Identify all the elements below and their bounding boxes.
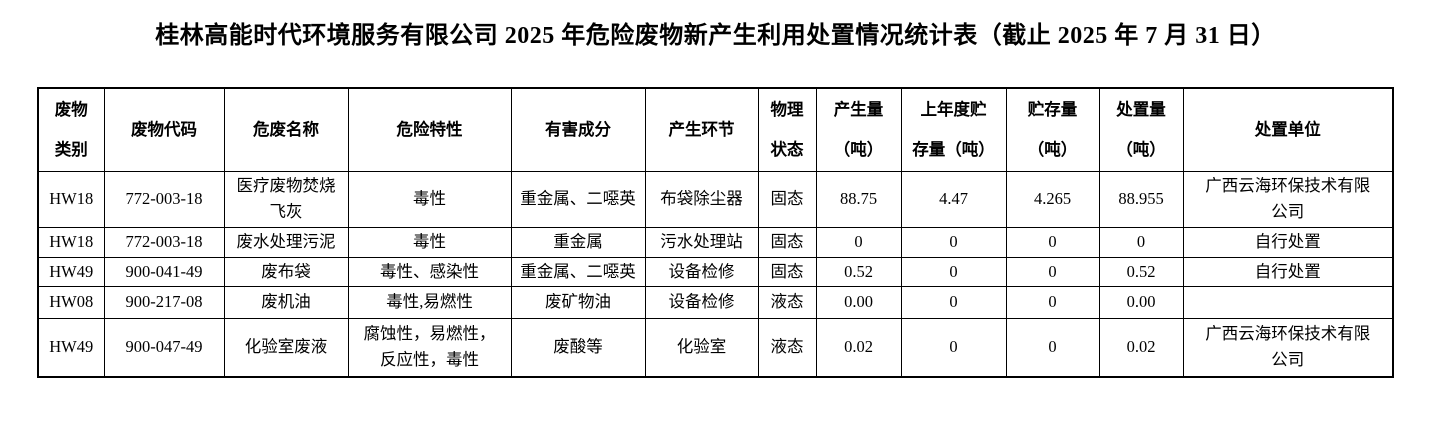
table-cell: 设备检修 [644, 256, 759, 287]
table-cell: 固态 [757, 256, 817, 287]
table-cell: 0.52 [1098, 256, 1184, 287]
table-cell: HW18 [37, 170, 105, 228]
table-cell: 医疗废物焚烧 飞灰 [223, 170, 349, 228]
table-cell: 腐蚀性，易燃性， 反应性，毒性 [347, 317, 512, 378]
table-cell: HW08 [37, 285, 105, 319]
table-cell: 毒性 [347, 170, 512, 228]
table-cell: 化验室 [644, 317, 759, 378]
table-header-row: 废物 类别 废物代码 危废名称 危险特性 有害成分 产生环节 物理 状态 产生量 （吨） 上年度… [37, 87, 1394, 172]
table-cell: 0 [1005, 226, 1100, 258]
table-cell: 0 [1098, 226, 1184, 258]
table-cell: 固态 [757, 226, 817, 258]
table-cell: 0 [900, 285, 1007, 319]
column-header: 处置单位 [1182, 87, 1394, 172]
table-cell: 自行处置 [1182, 256, 1394, 287]
table-row: HW49 900-047-49 化验室废液 腐蚀性，易燃性， 反应性，毒性 废酸等 化验室… [37, 317, 1394, 378]
table-cell: 0 [900, 256, 1007, 287]
table-cell: HW18 [37, 226, 105, 258]
waste-statistics-table: 废物 类别 废物代码 危废名称 危险特性 有害成分 产生环节 物理 状态 产生量 （吨） 上年度… [37, 87, 1394, 378]
table-cell: 毒性,易燃性 [347, 285, 512, 319]
table-cell: 重金属、二噁英 [510, 256, 646, 287]
table-cell: 废布袋 [223, 256, 349, 287]
table-cell: 0 [1005, 285, 1100, 319]
table-body: HW18 772-003-18 医疗废物焚烧 飞灰 毒性 重金属、二噁英 布袋除尘器 固态 8… [37, 170, 1394, 378]
page-title: 桂林高能时代环境服务有限公司 2025 年危险废物新产生利用处置情况统计表（截止… [155, 23, 1276, 49]
table-cell: 废机油 [223, 285, 349, 319]
table-cell: 0 [815, 226, 902, 258]
table-cell: 4.265 [1005, 170, 1100, 228]
table-cell: 772-003-18 [103, 226, 225, 258]
column-header: 产生量 （吨） [815, 87, 902, 172]
table-cell: 900-047-49 [103, 317, 225, 378]
table-cell: 772-003-18 [103, 170, 225, 228]
table-cell: 4.47 [900, 170, 1007, 228]
table-cell: 900-217-08 [103, 285, 225, 319]
table-cell: 0.02 [1098, 317, 1184, 378]
table-cell: 0 [1005, 256, 1100, 287]
column-header: 有害成分 [510, 87, 646, 172]
column-header: 危险特性 [347, 87, 512, 172]
table-cell: 毒性、感染性 [347, 256, 512, 287]
table-cell: 900-041-49 [103, 256, 225, 287]
table-cell: 0.02 [815, 317, 902, 378]
table-cell: 0.52 [815, 256, 902, 287]
table-cell: 废酸等 [510, 317, 646, 378]
table-cell: 0 [900, 226, 1007, 258]
table-cell: 0.00 [815, 285, 902, 319]
table-cell: 自行处置 [1182, 226, 1394, 258]
table-row: HW08 900-217-08 废机油 毒性,易燃性 废矿物油 设备检修 液态 0.00 0 0 0… [37, 285, 1394, 319]
table-cell: 0 [900, 317, 1007, 378]
table-cell: 设备检修 [644, 285, 759, 319]
column-header: 物理 状态 [757, 87, 817, 172]
table-cell: 0.00 [1098, 285, 1184, 319]
table-cell: HW49 [37, 256, 105, 287]
table-cell: 广西云海环保技术有限 公司 [1182, 170, 1394, 228]
table-cell [1182, 285, 1394, 319]
table-row: HW18 772-003-18 废水处理污泥 毒性 重金属 污水处理站 固态 0 0 0 0 自行处置 [37, 226, 1394, 258]
column-header: 危废名称 [223, 87, 349, 172]
table-cell: HW49 [37, 317, 105, 378]
table-cell: 广西云海环保技术有限 公司 [1182, 317, 1394, 378]
column-header: 废物代码 [103, 87, 225, 172]
table-cell: 液态 [757, 317, 817, 378]
table-cell: 重金属、二噁英 [510, 170, 646, 228]
table-cell: 废水处理污泥 [223, 226, 349, 258]
table-cell: 0 [1005, 317, 1100, 378]
column-header: 上年度贮 存量（吨） [900, 87, 1007, 172]
table-cell: 液态 [757, 285, 817, 319]
column-header: 废物 类别 [37, 87, 105, 172]
column-header: 贮存量 （吨） [1005, 87, 1100, 172]
table-cell: 固态 [757, 170, 817, 228]
column-header: 产生环节 [644, 87, 759, 172]
table-cell: 88.955 [1098, 170, 1184, 228]
table-cell: 重金属 [510, 226, 646, 258]
table-row: HW49 900-041-49 废布袋 毒性、感染性 重金属、二噁英 设备检修 固态 0.52… [37, 256, 1394, 287]
table-cell: 88.75 [815, 170, 902, 228]
table-cell: 化验室废液 [223, 317, 349, 378]
table-cell: 布袋除尘器 [644, 170, 759, 228]
table-cell: 废矿物油 [510, 285, 646, 319]
column-header: 处置量 （吨） [1098, 87, 1184, 172]
table-cell: 污水处理站 [644, 226, 759, 258]
table-cell: 毒性 [347, 226, 512, 258]
table-row: HW18 772-003-18 医疗废物焚烧 飞灰 毒性 重金属、二噁英 布袋除尘器 固态 8… [37, 170, 1394, 228]
